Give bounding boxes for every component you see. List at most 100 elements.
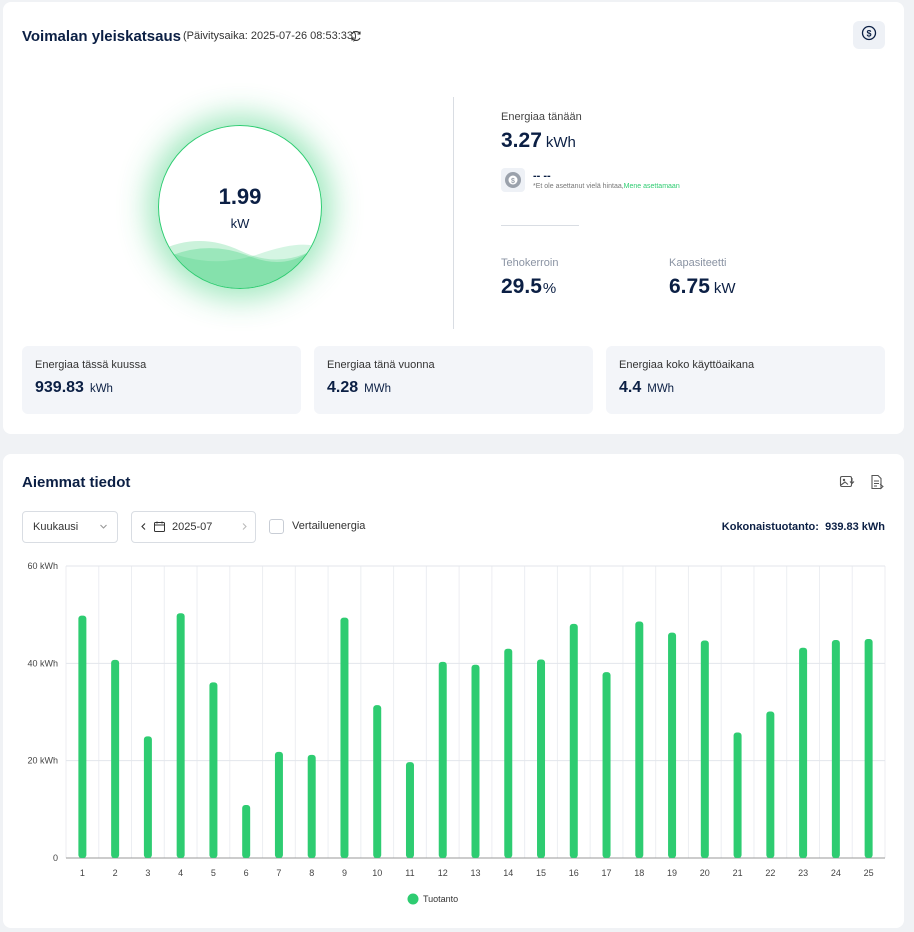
period-select[interactable]: Kuukausi (22, 511, 118, 543)
legend-marker (407, 893, 419, 905)
image-download-icon[interactable] (839, 474, 855, 495)
stat-value: 4.28 MWh (327, 379, 391, 396)
bar-8[interactable] (307, 754, 316, 858)
power-factor-label: Tehokerroin (501, 257, 559, 269)
history-card: Aiemmat tiedot Kuukausi 2025-07 Vertailu… (3, 454, 904, 928)
price-note: *Et ole asettanut vielä hintaa,Mene aset… (533, 183, 680, 190)
stat-label: Energiaa koko käyttöaikana (619, 359, 755, 371)
capacity-value: 6.75 kW (669, 275, 736, 298)
bar-10[interactable] (373, 705, 382, 858)
bar-12[interactable] (438, 661, 447, 858)
x-tick-label: 12 (438, 868, 448, 878)
x-tick-label: 4 (178, 868, 183, 878)
x-tick-label: 23 (798, 868, 808, 878)
bar-19[interactable] (668, 632, 677, 858)
overview-title: Voimalan yleiskatsaus (22, 28, 181, 45)
file-export-icon[interactable] (869, 474, 885, 495)
capacity-label: Kapasiteetti (669, 257, 727, 269)
bar-24[interactable] (831, 639, 840, 858)
x-tick-label: 11 (405, 868, 414, 878)
chevron-right-icon[interactable] (240, 522, 249, 534)
bar-20[interactable] (700, 640, 709, 858)
x-tick-label: 6 (244, 868, 249, 878)
x-tick-label: 24 (831, 868, 841, 878)
chevron-left-icon[interactable] (139, 522, 148, 534)
x-tick-label: 3 (145, 868, 150, 878)
bar-3[interactable] (143, 736, 152, 858)
bar-17[interactable] (602, 672, 611, 858)
bar-22[interactable] (766, 711, 775, 858)
vertical-divider (453, 97, 454, 329)
bar-14[interactable] (504, 648, 513, 858)
bar-7[interactable] (274, 751, 283, 858)
compare-checkbox[interactable] (269, 519, 284, 534)
period-select-value: Kuukausi (33, 521, 79, 533)
x-tick-label: 18 (634, 868, 644, 878)
x-tick-label: 16 (569, 868, 579, 878)
currency-icon: $ (861, 25, 877, 46)
x-tick-label: 25 (864, 868, 874, 878)
bar-18[interactable] (635, 621, 644, 858)
overview-card: Voimalan yleiskatsaus (Päivitysaika: 202… (3, 2, 904, 434)
history-title: Aiemmat tiedot (22, 474, 131, 491)
legend-label: Tuotanto (423, 894, 458, 904)
x-tick-label: 17 (602, 868, 612, 878)
bar-4[interactable] (176, 613, 185, 858)
gauge-value: 1.99 (218, 184, 262, 209)
chart-legend-item[interactable]: Tuotanto (407, 893, 459, 905)
stat-year: Energiaa tänä vuonna 4.28 MWh (314, 346, 593, 414)
bar-15[interactable] (537, 659, 546, 858)
energy-today-label: Energiaa tänään (501, 111, 582, 123)
update-time: (Päivitysaika: 2025-07-26 08:53:33) (183, 30, 357, 42)
price-value: -- -- (533, 170, 551, 182)
svg-text:$: $ (511, 178, 515, 185)
stat-month: Energiaa tässä kuussa 939.83 kWh (22, 346, 301, 414)
x-tick-label: 7 (276, 868, 281, 878)
stat-lifetime: Energiaa koko käyttöaikana 4.4 MWh (606, 346, 885, 414)
x-tick-label: 13 (470, 868, 480, 878)
currency-button[interactable]: $ (853, 21, 885, 49)
bar-25[interactable] (864, 639, 873, 858)
y-tick-label: 20 kWh (27, 756, 58, 766)
stat-label: Energiaa tänä vuonna (327, 359, 435, 371)
bar-13[interactable] (471, 664, 480, 858)
y-tick-label: 0 (53, 853, 58, 863)
date-value: 2025-07 (172, 521, 213, 533)
bar-11[interactable] (405, 762, 414, 858)
gauge-unit: kW (230, 216, 250, 231)
bar-5[interactable] (209, 682, 218, 858)
power-factor-value: 29.5% (501, 275, 557, 298)
x-tick-label: 1 (80, 868, 85, 878)
x-tick-label: 15 (536, 868, 546, 878)
x-tick-label: 21 (733, 868, 743, 878)
y-tick-label: 40 kWh (27, 658, 58, 668)
bar-16[interactable] (569, 623, 578, 858)
horizontal-divider (501, 225, 579, 226)
refresh-icon[interactable] (350, 29, 362, 47)
price-icon: $ (501, 168, 525, 197)
stat-value: 939.83 kWh (35, 379, 113, 396)
stat-value: 4.4 MWh (619, 379, 675, 396)
bar-21[interactable] (733, 732, 742, 858)
bar-1[interactable] (78, 615, 87, 858)
date-picker[interactable]: 2025-07 (131, 511, 256, 543)
chevron-down-icon (99, 522, 108, 534)
compare-label: Vertailuenergia (292, 520, 366, 532)
x-tick-label: 9 (342, 868, 347, 878)
x-tick-label: 20 (700, 868, 710, 878)
energy-today-value: 3.27 kWh (501, 129, 576, 152)
bar-23[interactable] (799, 647, 808, 858)
bar-2[interactable] (111, 659, 120, 858)
bar-9[interactable] (340, 617, 349, 858)
set-price-link[interactable]: Mene asettamaan (623, 183, 680, 190)
y-tick-label: 60 kWh (27, 561, 58, 571)
stat-label: Energiaa tässä kuussa (35, 359, 147, 371)
bar-6[interactable] (242, 804, 251, 858)
x-tick-label: 2 (113, 868, 118, 878)
wave-graphic (159, 240, 321, 288)
power-gauge: 1.99 kW (158, 125, 322, 289)
x-tick-label: 5 (211, 868, 216, 878)
x-tick-label: 10 (372, 868, 382, 878)
total-production: Kokonaistuotanto: 939.83 kWh (721, 521, 885, 533)
